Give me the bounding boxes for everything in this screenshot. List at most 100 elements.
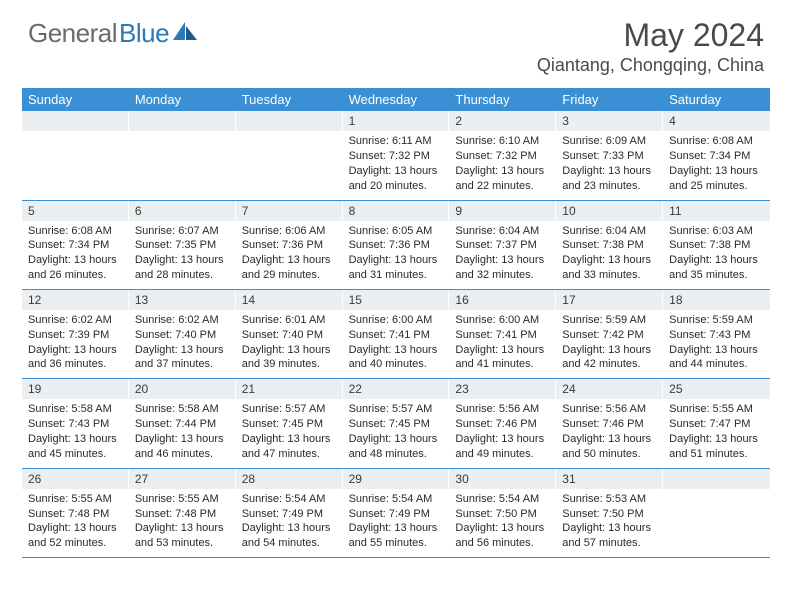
logo-sail-icon	[173, 20, 199, 47]
week-row: 5Sunrise: 6:08 AMSunset: 7:34 PMDaylight…	[22, 201, 770, 290]
day-cell: 24Sunrise: 5:56 AMSunset: 7:46 PMDayligh…	[556, 379, 663, 467]
sunset-text: Sunset: 7:41 PM	[349, 328, 444, 343]
day-data	[236, 131, 343, 140]
sunset-text: Sunset: 7:34 PM	[669, 149, 764, 164]
sunset-text: Sunset: 7:38 PM	[669, 238, 764, 253]
daylight-text: Daylight: 13 hours and 35 minutes.	[669, 253, 764, 283]
weeks-container: 1Sunrise: 6:11 AMSunset: 7:32 PMDaylight…	[22, 111, 770, 558]
daylight-text: Daylight: 13 hours and 53 minutes.	[135, 521, 230, 551]
daylight-text: Daylight: 13 hours and 31 minutes.	[349, 253, 444, 283]
sunset-text: Sunset: 7:32 PM	[455, 149, 550, 164]
day-cell: 17Sunrise: 5:59 AMSunset: 7:42 PMDayligh…	[556, 290, 663, 378]
day-cell: 18Sunrise: 5:59 AMSunset: 7:43 PMDayligh…	[663, 290, 770, 378]
day-number: 1	[343, 111, 450, 131]
sunset-text: Sunset: 7:46 PM	[455, 417, 550, 432]
daylight-text: Daylight: 13 hours and 40 minutes.	[349, 343, 444, 373]
day-data	[22, 131, 129, 140]
day-number: 5	[22, 201, 129, 221]
day-number: 18	[663, 290, 770, 310]
day-data: Sunrise: 5:54 AMSunset: 7:49 PMDaylight:…	[343, 489, 450, 557]
sunset-text: Sunset: 7:46 PM	[562, 417, 657, 432]
calendar: Sunday Monday Tuesday Wednesday Thursday…	[22, 88, 770, 558]
sunrise-text: Sunrise: 6:05 AM	[349, 224, 444, 239]
day-number: 30	[449, 469, 556, 489]
day-cell: 22Sunrise: 5:57 AMSunset: 7:45 PMDayligh…	[343, 379, 450, 467]
logo: GeneralBlue	[28, 18, 199, 49]
daylight-text: Daylight: 13 hours and 23 minutes.	[562, 164, 657, 194]
day-number	[663, 469, 770, 489]
sunset-text: Sunset: 7:34 PM	[28, 238, 123, 253]
sunset-text: Sunset: 7:50 PM	[455, 507, 550, 522]
sunset-text: Sunset: 7:43 PM	[669, 328, 764, 343]
day-cell	[22, 111, 129, 199]
day-number: 3	[556, 111, 663, 131]
day-number: 28	[236, 469, 343, 489]
day-cell: 20Sunrise: 5:58 AMSunset: 7:44 PMDayligh…	[129, 379, 236, 467]
daylight-text: Daylight: 13 hours and 56 minutes.	[455, 521, 550, 551]
day-header-thu: Thursday	[449, 88, 556, 111]
location: Qiantang, Chongqing, China	[537, 55, 764, 76]
sunrise-text: Sunrise: 5:56 AM	[455, 402, 550, 417]
day-data: Sunrise: 6:00 AMSunset: 7:41 PMDaylight:…	[343, 310, 450, 378]
day-number: 31	[556, 469, 663, 489]
daylight-text: Daylight: 13 hours and 41 minutes.	[455, 343, 550, 373]
day-header-sat: Saturday	[663, 88, 770, 111]
day-cell: 28Sunrise: 5:54 AMSunset: 7:49 PMDayligh…	[236, 469, 343, 557]
day-data: Sunrise: 6:00 AMSunset: 7:41 PMDaylight:…	[449, 310, 556, 378]
sunrise-text: Sunrise: 5:58 AM	[135, 402, 230, 417]
day-number: 17	[556, 290, 663, 310]
daylight-text: Daylight: 13 hours and 26 minutes.	[28, 253, 123, 283]
day-cell: 10Sunrise: 6:04 AMSunset: 7:38 PMDayligh…	[556, 201, 663, 289]
daylight-text: Daylight: 13 hours and 44 minutes.	[669, 343, 764, 373]
sunset-text: Sunset: 7:35 PM	[135, 238, 230, 253]
day-number	[22, 111, 129, 131]
day-data: Sunrise: 5:59 AMSunset: 7:43 PMDaylight:…	[663, 310, 770, 378]
sunset-text: Sunset: 7:39 PM	[28, 328, 123, 343]
daylight-text: Daylight: 13 hours and 47 minutes.	[242, 432, 337, 462]
sunrise-text: Sunrise: 6:08 AM	[28, 224, 123, 239]
day-cell: 26Sunrise: 5:55 AMSunset: 7:48 PMDayligh…	[22, 469, 129, 557]
daylight-text: Daylight: 13 hours and 22 minutes.	[455, 164, 550, 194]
sunset-text: Sunset: 7:49 PM	[349, 507, 444, 522]
sunrise-text: Sunrise: 5:55 AM	[135, 492, 230, 507]
month-year: May 2024	[537, 18, 764, 53]
daylight-text: Daylight: 13 hours and 51 minutes.	[669, 432, 764, 462]
sunset-text: Sunset: 7:49 PM	[242, 507, 337, 522]
daylight-text: Daylight: 13 hours and 52 minutes.	[28, 521, 123, 551]
daylight-text: Daylight: 13 hours and 50 minutes.	[562, 432, 657, 462]
day-number: 13	[129, 290, 236, 310]
sunrise-text: Sunrise: 6:11 AM	[349, 134, 444, 149]
day-number	[129, 111, 236, 131]
day-number: 4	[663, 111, 770, 131]
day-number: 12	[22, 290, 129, 310]
sunset-text: Sunset: 7:45 PM	[349, 417, 444, 432]
day-data: Sunrise: 6:07 AMSunset: 7:35 PMDaylight:…	[129, 221, 236, 289]
sunrise-text: Sunrise: 5:57 AM	[242, 402, 337, 417]
daylight-text: Daylight: 13 hours and 39 minutes.	[242, 343, 337, 373]
daylight-text: Daylight: 13 hours and 28 minutes.	[135, 253, 230, 283]
sunrise-text: Sunrise: 5:54 AM	[242, 492, 337, 507]
sunset-text: Sunset: 7:43 PM	[28, 417, 123, 432]
day-data: Sunrise: 6:01 AMSunset: 7:40 PMDaylight:…	[236, 310, 343, 378]
sunrise-text: Sunrise: 5:59 AM	[669, 313, 764, 328]
day-cell: 23Sunrise: 5:56 AMSunset: 7:46 PMDayligh…	[449, 379, 556, 467]
day-data: Sunrise: 6:09 AMSunset: 7:33 PMDaylight:…	[556, 131, 663, 199]
day-data: Sunrise: 6:02 AMSunset: 7:40 PMDaylight:…	[129, 310, 236, 378]
day-cell: 15Sunrise: 6:00 AMSunset: 7:41 PMDayligh…	[343, 290, 450, 378]
daylight-text: Daylight: 13 hours and 55 minutes.	[349, 521, 444, 551]
day-number: 16	[449, 290, 556, 310]
day-data: Sunrise: 6:04 AMSunset: 7:37 PMDaylight:…	[449, 221, 556, 289]
sunrise-text: Sunrise: 5:54 AM	[455, 492, 550, 507]
day-number: 24	[556, 379, 663, 399]
daylight-text: Daylight: 13 hours and 33 minutes.	[562, 253, 657, 283]
day-data	[129, 131, 236, 140]
day-header-wed: Wednesday	[343, 88, 450, 111]
day-data: Sunrise: 5:55 AMSunset: 7:47 PMDaylight:…	[663, 399, 770, 467]
day-number: 6	[129, 201, 236, 221]
daylight-text: Daylight: 13 hours and 25 minutes.	[669, 164, 764, 194]
sunrise-text: Sunrise: 6:03 AM	[669, 224, 764, 239]
day-number: 2	[449, 111, 556, 131]
day-number: 21	[236, 379, 343, 399]
day-number: 19	[22, 379, 129, 399]
week-row: 1Sunrise: 6:11 AMSunset: 7:32 PMDaylight…	[22, 111, 770, 200]
